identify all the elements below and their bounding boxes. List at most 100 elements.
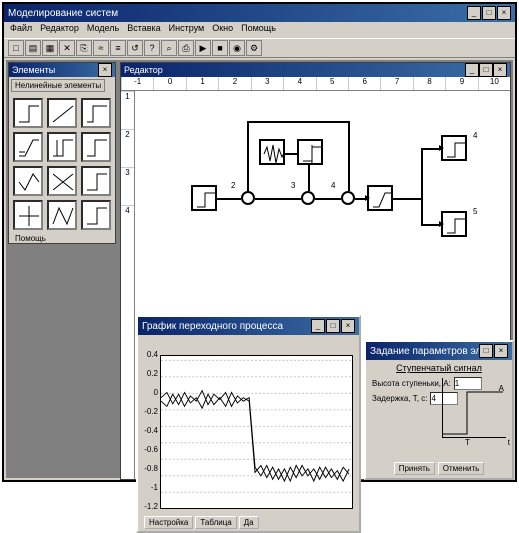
param-cancel-button[interactable]: Отменить: [438, 462, 485, 475]
chart-ytick: -0.8: [142, 464, 158, 473]
toolbar-btn-5[interactable]: ≈: [93, 40, 109, 56]
toolbar-btn-9[interactable]: ⌕: [161, 40, 177, 56]
palette-item[interactable]: [13, 200, 43, 230]
block-out1[interactable]: [441, 135, 467, 161]
sum-node[interactable]: [241, 191, 255, 205]
toolbar-btn-12[interactable]: ■: [212, 40, 228, 56]
ruler-tick: 5: [316, 77, 348, 90]
chart-title: График переходного процесса: [142, 321, 311, 332]
chart-close-icon[interactable]: ×: [341, 319, 355, 333]
sum-node[interactable]: [341, 191, 355, 205]
palette-item[interactable]: [47, 98, 77, 128]
editor-titlebar[interactable]: Редактор _ □ ×: [121, 63, 510, 77]
palette-item[interactable]: [13, 132, 43, 162]
param-ok-button[interactable]: Принять: [394, 462, 435, 475]
menu-help[interactable]: Помощь: [241, 23, 276, 37]
param-title: Задание параметров элемента: [370, 346, 479, 357]
menu-model[interactable]: Модель: [87, 23, 119, 37]
toolbar-btn-11[interactable]: ▶: [195, 40, 211, 56]
toolbar-btn-3[interactable]: ✕: [59, 40, 75, 56]
palette-item[interactable]: [81, 166, 111, 196]
chart-ytick: -0.4: [142, 426, 158, 435]
ruler-tick: 2: [218, 77, 250, 90]
palette-item[interactable]: [13, 98, 43, 128]
editor-close-icon[interactable]: ×: [493, 63, 507, 77]
toolbar-btn-14[interactable]: ⚙: [246, 40, 262, 56]
minimize-button[interactable]: _: [467, 6, 481, 20]
editor-max-icon[interactable]: □: [479, 63, 493, 77]
editor-title: Редактор: [124, 65, 465, 75]
param-close-icon[interactable]: ×: [494, 344, 508, 358]
palette-item[interactable]: [13, 166, 43, 196]
palette-item[interactable]: [81, 132, 111, 162]
param-window[interactable]: Задание параметров элемента □ × Ступенча…: [364, 340, 514, 480]
sum-node[interactable]: [301, 191, 315, 205]
main-titlebar[interactable]: Моделирование систем _ □ ×: [4, 4, 515, 22]
chart-titlebar[interactable]: График переходного процесса _ □ ×: [138, 317, 359, 335]
toolbar-btn-13[interactable]: ◉: [229, 40, 245, 56]
param-titlebar[interactable]: Задание параметров элемента □ ×: [366, 342, 512, 360]
palette-item[interactable]: [81, 98, 111, 128]
param-label-height: Высота ступеньки, A:: [372, 379, 451, 388]
menu-window[interactable]: Окно: [212, 23, 233, 37]
wire-label: 4: [473, 131, 477, 140]
palette-item[interactable]: [47, 132, 77, 162]
palette-item[interactable]: [47, 166, 77, 196]
block-noise[interactable]: [259, 139, 285, 165]
step-preview: A T t: [442, 378, 506, 438]
ruler-tick: 3: [251, 77, 283, 90]
ruler-tick: 0: [153, 77, 185, 90]
ruler-tick: 3: [121, 167, 134, 205]
ruler-tick: 10: [478, 77, 510, 90]
ruler-tick: 7: [380, 77, 412, 90]
main-window: Моделирование систем _ □ × Файл Редактор…: [2, 2, 517, 482]
chart-tab-settings[interactable]: Настройка: [144, 516, 193, 529]
chart-min-icon[interactable]: _: [311, 319, 325, 333]
block-src[interactable]: [191, 185, 217, 211]
maximize-button[interactable]: □: [482, 6, 496, 20]
toolbar-btn-1[interactable]: ▤: [25, 40, 41, 56]
toolbar-btn-4[interactable]: ⎘: [76, 40, 92, 56]
chart-max-icon[interactable]: □: [326, 319, 340, 333]
ruler-tick: 4: [121, 205, 134, 243]
chart-tabs: Настройка Таблица Да: [144, 516, 259, 529]
chart-ytick: -0.6: [142, 445, 158, 454]
editor-min-icon[interactable]: _: [465, 63, 479, 77]
palette-item[interactable]: [47, 200, 77, 230]
ruler-tick: 4: [283, 77, 315, 90]
block-out2[interactable]: [441, 211, 467, 237]
menu-tools[interactable]: Инструм: [169, 23, 205, 37]
chart-tab-ok[interactable]: Да: [239, 516, 259, 529]
block-relay[interactable]: [297, 139, 323, 165]
param-max-icon[interactable]: □: [479, 344, 493, 358]
workspace: Элементы × Нелинейные элементы Помощь: [6, 60, 513, 478]
toolbar-btn-10[interactable]: ⎙: [178, 40, 194, 56]
menu-edit[interactable]: Редактор: [40, 23, 79, 37]
menu-insert[interactable]: Вставка: [127, 23, 160, 37]
palette-item[interactable]: [81, 200, 111, 230]
toolbar-btn-6[interactable]: ≡: [110, 40, 126, 56]
toolbar-btn-7[interactable]: ↺: [127, 40, 143, 56]
ruler-left: 1 2 3 4: [121, 91, 135, 479]
chart-window[interactable]: График переходного процесса _ □ × 0.40.2…: [136, 315, 361, 533]
block-sat[interactable]: [367, 185, 393, 211]
close-button[interactable]: ×: [497, 6, 511, 20]
palette-help-link[interactable]: Помощь: [9, 234, 115, 243]
menu-file[interactable]: Файл: [10, 23, 32, 37]
palette-titlebar[interactable]: Элементы ×: [9, 63, 115, 77]
wire-label: 2: [231, 181, 235, 190]
chart-tab-table[interactable]: Таблица: [195, 516, 236, 529]
axis-label-T: T: [465, 438, 470, 447]
toolbar-btn-2[interactable]: ▦: [42, 40, 58, 56]
toolbar-btn-0[interactable]: □: [8, 40, 24, 56]
wire-label: 3: [291, 181, 295, 190]
axis-label-t: t: [508, 438, 510, 447]
chart-ytick: 0: [142, 388, 158, 397]
palette-close-icon[interactable]: ×: [98, 63, 112, 77]
chart-ytick: -1: [142, 483, 158, 492]
param-label-delay: Задержка, T, c:: [372, 394, 427, 403]
toolbar-btn-8[interactable]: ?: [144, 40, 160, 56]
palette-title: Элементы: [12, 65, 98, 75]
palette-tab[interactable]: Нелинейные элементы: [11, 79, 105, 92]
palette-grid: [9, 94, 115, 234]
